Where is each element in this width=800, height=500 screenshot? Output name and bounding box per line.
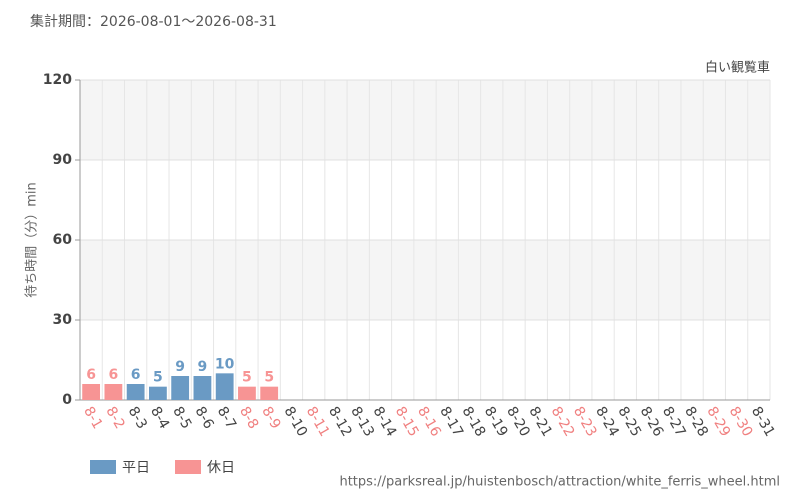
data-label: 6: [109, 367, 119, 383]
legend-label: 平日: [122, 460, 150, 476]
x-tick-label: 8-5: [169, 404, 194, 432]
x-tick-label: 8-2: [102, 404, 127, 432]
bar: [149, 386, 167, 400]
data-label: 10: [215, 356, 235, 372]
y-tick-label: 0: [62, 392, 72, 408]
bar: [104, 384, 123, 400]
data-label: 6: [86, 367, 96, 383]
legend-swatch: [175, 460, 201, 474]
legend-label: 休日: [207, 460, 235, 476]
y-tick-label: 120: [43, 72, 72, 88]
plot-band: [80, 240, 770, 320]
data-label: 5: [153, 370, 163, 386]
x-tick-label: 8-9: [258, 404, 283, 432]
bar: [82, 384, 101, 400]
data-label: 6: [131, 367, 141, 383]
bar: [238, 386, 256, 400]
bar: [260, 386, 279, 400]
x-tick-label: 8-6: [191, 404, 216, 432]
x-tick-label: 8-4: [147, 404, 172, 432]
data-label: 9: [175, 359, 185, 375]
x-tick-label: 8-31: [748, 404, 778, 440]
data-label: 5: [264, 370, 274, 386]
x-tick-label: 8-1: [80, 404, 105, 432]
y-axis-label: 待ち時間（分）min: [25, 182, 40, 298]
data-label: 9: [198, 359, 208, 375]
bar: [171, 376, 190, 400]
x-tick-label: 8-8: [236, 404, 261, 432]
y-tick-label: 30: [53, 312, 73, 328]
x-tick-label: 8-3: [125, 404, 150, 432]
y-tick-label: 60: [53, 232, 73, 248]
data-label: 5: [242, 370, 252, 386]
plot-band: [80, 80, 770, 160]
x-tick-label: 8-7: [214, 404, 239, 432]
legend-swatch: [90, 460, 116, 474]
source-url: https://parksreal.jp/huistenbosch/attrac…: [339, 475, 780, 490]
bar: [215, 373, 234, 400]
y-tick-label: 90: [53, 152, 73, 168]
chart-title: 集計期間：2026-08-01～2026-08-31: [30, 13, 277, 30]
bar: [193, 376, 212, 400]
bar: [126, 384, 145, 400]
chart-subtitle: 白い観覧車: [705, 60, 770, 76]
